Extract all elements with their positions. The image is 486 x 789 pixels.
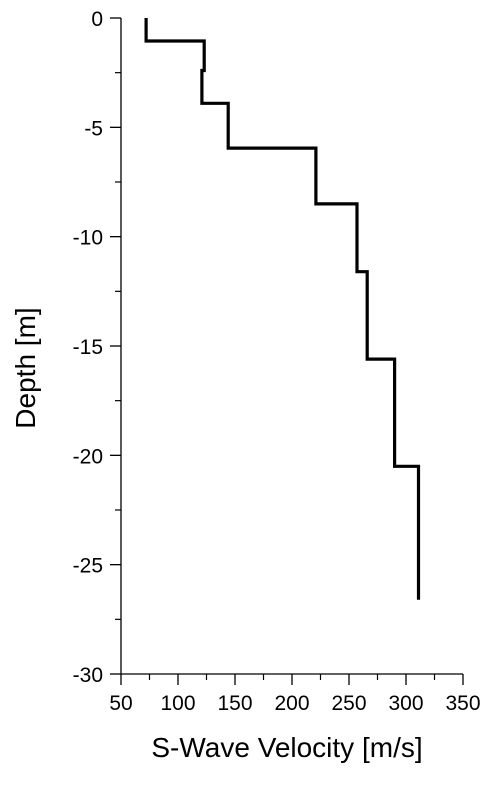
y-tick-label: 0 — [91, 8, 103, 31]
y-tick-label: -25 — [73, 555, 103, 578]
y-tick-label: -10 — [73, 227, 103, 250]
series — [144, 18, 421, 600]
ticks: 50 100 150 200 250 300 350 0 -5 -10 -15 -20 -25 -30 — [73, 8, 481, 715]
velocity-profile-line — [144, 18, 421, 600]
x-tick-label: 300 — [388, 692, 423, 715]
x-tick-label: 350 — [445, 692, 480, 715]
x-tick-label: 150 — [217, 692, 252, 715]
y-tick-label: -15 — [73, 336, 103, 359]
x-axis-title: S-Wave Velocity [m/s] — [151, 732, 422, 763]
x-tick-label: 250 — [331, 692, 366, 715]
x-tick-label: 100 — [160, 692, 195, 715]
x-tick-label: 200 — [274, 692, 309, 715]
y-tick-label: -30 — [73, 664, 103, 687]
y-tick-label: -20 — [73, 445, 103, 468]
y-tick-label: -5 — [84, 117, 103, 140]
x-tick-label: 50 — [109, 692, 132, 715]
y-axis-title: Depth [m] — [10, 307, 41, 428]
axes — [120, 18, 463, 675]
